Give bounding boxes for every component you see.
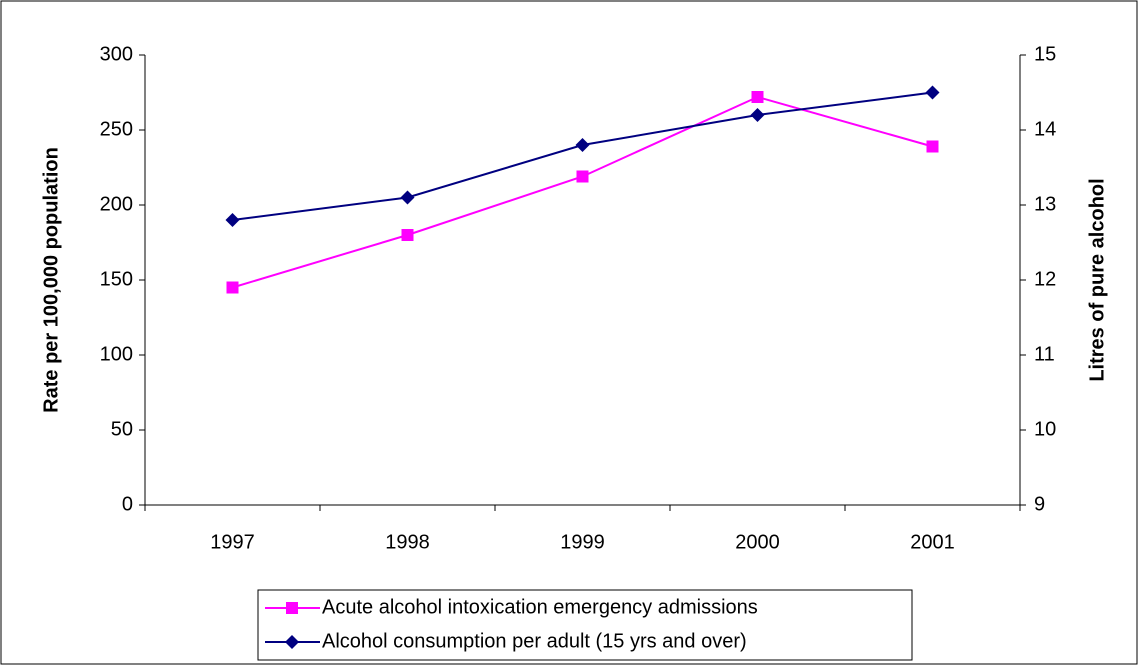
series-line [232,95,933,289]
x-tick-label: 1998 [385,531,430,553]
data-point [751,91,764,103]
y2-tick-label: 14 [1034,118,1056,140]
legend-box [257,589,913,661]
data-point [400,190,415,205]
y-axis-label: Rate per 100,000 population [40,147,62,413]
y2-axis-label: Litres of pure alcohol [1086,178,1108,381]
x-tick-label: 2001 [910,531,955,553]
data-point [225,213,240,227]
x-tick-label: 1997 [210,531,255,553]
y2-tick-label: 10 [1034,418,1056,440]
y-tick-label: 50 [111,418,133,440]
y-tick-label: 250 [100,118,133,140]
y2-tick-label: 9 [1034,493,1045,515]
data-point [226,281,239,294]
y2-tick-label: 15 [1034,43,1056,65]
y-tick-label: 300 [100,43,133,65]
data-point [925,85,940,100]
legend-marker [286,602,298,614]
x-tick-label: 2000 [735,531,780,553]
y-tick-label: 200 [100,193,133,215]
data-point [926,140,939,153]
data-point [576,170,589,183]
legend-label: Alcohol consumption per adult (15 yrs an… [322,630,747,652]
x-tick-label: 1999 [560,531,605,553]
data-point [575,138,590,152]
legend-label: Acute alcohol intoxication emergency adm… [322,596,758,618]
data-point [401,229,414,241]
series-line [232,91,933,221]
y2-tick-label: 13 [1034,193,1056,215]
legend-marker [285,635,299,649]
y2-tick-label: 11 [1034,343,1055,365]
y-tick-label: 100 [100,343,133,365]
y2-tick-label: 12 [1034,268,1056,290]
y-tick-label: 0 [122,493,133,515]
y-tick-label: 150 [100,268,133,290]
data-point [750,108,765,122]
